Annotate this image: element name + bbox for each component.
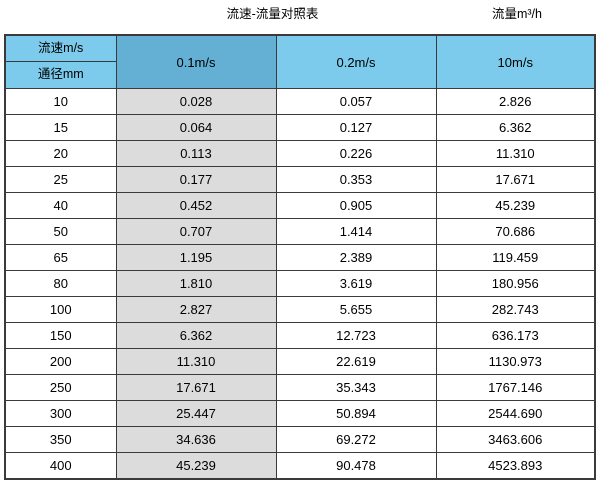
- cell-diameter: 350: [4, 426, 117, 453]
- cell-diameter: 300: [4, 400, 117, 427]
- cell-flow-0.2: 22.619: [275, 348, 437, 375]
- table-row: 300 25.447 50.894 2544.690: [4, 400, 596, 427]
- cell-diameter: 10: [4, 88, 117, 115]
- cell-flow-0.2: 50.894: [275, 400, 437, 427]
- cell-flow-0.2: 0.905: [275, 192, 437, 219]
- header-velocity-10: 10m/s: [435, 34, 596, 89]
- table-row: 25 0.177 0.353 17.671: [4, 166, 596, 193]
- cell-flow-0.1: 0.113: [115, 140, 277, 167]
- cell-flow-10: 180.956: [435, 270, 596, 297]
- cell-flow-0.2: 2.389: [275, 244, 437, 271]
- cell-flow-0.2: 1.414: [275, 218, 437, 245]
- cell-flow-0.1: 11.310: [115, 348, 277, 375]
- cell-flow-0.1: 0.452: [115, 192, 277, 219]
- table-row: 40 0.452 0.905 45.239: [4, 192, 596, 219]
- cell-flow-0.1: 1.810: [115, 270, 277, 297]
- cell-flow-0.1: 25.447: [115, 400, 277, 427]
- cell-flow-0.2: 0.226: [275, 140, 437, 167]
- cell-flow-0.1: 6.362: [115, 322, 277, 349]
- cell-flow-10: 2.826: [435, 88, 596, 115]
- table-row: 20 0.113 0.226 11.310: [4, 140, 596, 167]
- cell-flow-10: 119.459: [435, 244, 596, 271]
- cell-diameter: 80: [4, 270, 117, 297]
- table-row: 65 1.195 2.389 119.459: [4, 244, 596, 271]
- cell-flow-0.2: 35.343: [275, 374, 437, 401]
- cell-flow-0.1: 1.195: [115, 244, 277, 271]
- chart-title: 流速-流量对照表: [226, 7, 319, 21]
- cell-diameter: 50: [4, 218, 117, 245]
- cell-flow-0.1: 0.177: [115, 166, 277, 193]
- cell-flow-10: 1130.973: [435, 348, 596, 375]
- cell-flow-0.1: 0.707: [115, 218, 277, 245]
- flow-unit-label: 流量m³/h: [491, 7, 542, 21]
- flow-table-container: 流速m/s 通径mm 0.1m/s 0.2m/s 10m/s 10 0.028 0.…: [4, 34, 596, 480]
- header-corner-cell: 流速m/s 通径mm: [4, 34, 117, 89]
- table-header-row: 流速m/s 通径mm 0.1m/s 0.2m/s 10m/s: [4, 34, 596, 89]
- cell-flow-10: 1767.146: [435, 374, 596, 401]
- cell-diameter: 15: [4, 114, 117, 141]
- cell-flow-10: 3463.606: [435, 426, 596, 453]
- cell-flow-0.1: 2.827: [115, 296, 277, 323]
- table-row: 15 0.064 0.127 6.362: [4, 114, 596, 141]
- cell-diameter: 25: [4, 166, 117, 193]
- header-diameter-label: 通径mm: [37, 67, 84, 81]
- cell-diameter: 250: [4, 374, 117, 401]
- header-velocity-0.1: 0.1m/s: [115, 34, 277, 89]
- table-row: 350 34.636 69.272 3463.606: [4, 426, 596, 453]
- cell-diameter: 65: [4, 244, 117, 271]
- cell-flow-10: 45.239: [435, 192, 596, 219]
- cell-flow-10: 70.686: [435, 218, 596, 245]
- table-row: 150 6.362 12.723 636.173: [4, 322, 596, 349]
- cell-flow-10: 17.671: [435, 166, 596, 193]
- cell-flow-0.2: 12.723: [275, 322, 437, 349]
- cell-flow-10: 282.743: [435, 296, 596, 323]
- table-row: 250 17.671 35.343 1767.146: [4, 374, 596, 401]
- cell-flow-0.1: 34.636: [115, 426, 277, 453]
- cell-flow-0.1: 17.671: [115, 374, 277, 401]
- cell-diameter: 100: [4, 296, 117, 323]
- cell-flow-0.2: 0.353: [275, 166, 437, 193]
- table-row: 80 1.810 3.619 180.956: [4, 270, 596, 297]
- captions-row: 流速-流量对照表 流量m³/h: [0, 0, 600, 34]
- cell-flow-0.1: 0.064: [115, 114, 277, 141]
- cell-diameter: 40: [4, 192, 117, 219]
- cell-flow-10: 6.362: [435, 114, 596, 141]
- cell-flow-10: 11.310: [435, 140, 596, 167]
- cell-flow-0.2: 0.127: [275, 114, 437, 141]
- cell-flow-10: 636.173: [435, 322, 596, 349]
- cell-flow-0.2: 0.057: [275, 88, 437, 115]
- cell-flow-10: 2544.690: [435, 400, 596, 427]
- header-velocity-label: 流速m/s: [6, 36, 116, 62]
- cell-diameter: 20: [4, 140, 117, 167]
- cell-flow-0.2: 5.655: [275, 296, 437, 323]
- cell-flow-0.2: 3.619: [275, 270, 437, 297]
- table-row: 50 0.707 1.414 70.686: [4, 218, 596, 245]
- cell-flow-0.1: 0.028: [115, 88, 277, 115]
- table-row: 200 11.310 22.619 1130.973: [4, 348, 596, 375]
- cell-flow-0.2: 69.272: [275, 426, 437, 453]
- header-velocity-0.2: 0.2m/s: [275, 34, 437, 89]
- cell-diameter: 150: [4, 322, 117, 349]
- flow-rate-table: 流速m/s 通径mm 0.1m/s 0.2m/s 10m/s 10 0.028 0.…: [4, 34, 596, 480]
- table-row: 10 0.028 0.057 2.826: [4, 88, 596, 115]
- table-row: 100 2.827 5.655 282.743: [4, 296, 596, 323]
- cell-diameter: 200: [4, 348, 117, 375]
